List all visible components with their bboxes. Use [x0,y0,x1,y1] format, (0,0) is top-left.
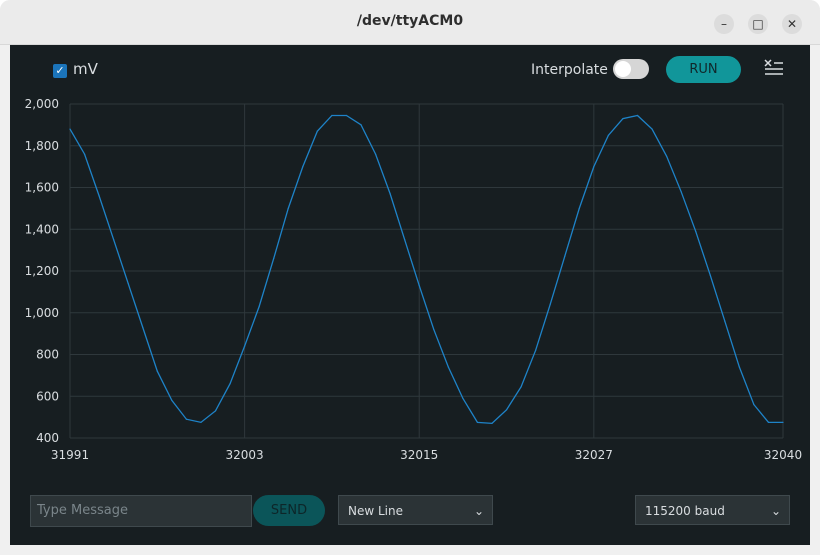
x-tick-label: 31991 [51,448,89,462]
y-tick-label: 1,800 [25,139,59,153]
series-point [404,239,406,241]
series-point [767,421,770,423]
series-point [69,128,71,130]
x-tick-label: 32003 [226,448,264,462]
series-point [127,282,129,285]
series-point [695,230,697,232]
series-point [447,366,449,368]
chevron-down-icon: ⌄ [770,504,781,518]
series-checkbox[interactable]: ✓ [53,64,67,78]
x-tick-label: 32027 [575,448,613,462]
send-button[interactable]: SEND [253,495,325,526]
series-point [171,399,173,402]
series-point [98,195,100,197]
series-point [607,134,609,136]
close-button[interactable]: ✕ [782,14,802,34]
series-point [782,421,784,423]
plotter-panel: ✓ mV Interpolate RUN 2,000 1,800 1,600 1,40… [10,45,810,545]
series-points [69,114,784,424]
message-input[interactable]: Type Message [30,495,252,527]
series-point [200,421,202,423]
series-point [505,409,508,411]
series-point [753,404,755,406]
x-tick-label: 32015 [400,448,438,462]
interpolate-toggle[interactable] [613,59,649,79]
series-point [418,285,420,287]
series-point [273,257,275,260]
clear-lines-icon[interactable] [764,57,784,77]
x-tick-label: 32040 [764,448,802,462]
series-point [564,255,566,257]
series-point [331,114,333,117]
series-point [302,166,304,168]
series-point [491,422,493,424]
series-point [665,155,668,157]
line-chart: 2,0001,8001,6001,4001,2001,000800600400 … [25,97,802,462]
series-point [214,410,217,412]
series-label[interactable]: mV [73,60,98,78]
y-tick-label: 1,600 [25,181,59,195]
line-ending-value: New Line [348,504,403,518]
minimize-button[interactable]: – [714,14,734,34]
chart-grid [69,103,784,439]
series-point [142,326,144,328]
series-point [724,320,726,322]
series-point [738,366,740,368]
series-point [476,421,479,423]
series-point [433,328,435,331]
series-point [622,118,624,120]
interpolate-label: Interpolate [531,62,608,78]
series-point [651,128,653,130]
series-point [244,345,246,347]
series-point [83,153,86,155]
chevron-down-icon: ⌄ [473,504,484,518]
y-tick-label: 1,000 [25,306,59,320]
series-line-mv [69,114,783,425]
y-axis-ticks: 2,000 1,800 1,600 1,400 1,200 1,000 800 600 400 [25,97,59,445]
series-point [185,418,188,420]
series-point [389,193,391,195]
series-point [258,305,260,308]
series-point [287,207,289,209]
series-point [316,130,318,132]
y-tick-label: 400 [36,431,59,445]
series-point [636,114,639,117]
run-button[interactable]: RUN [666,56,741,83]
series-point [156,370,158,372]
series-point [345,114,348,117]
series-point [549,303,551,305]
toggle-knob [615,61,631,77]
series-point [113,239,115,241]
series-point [360,124,362,126]
series-point [520,386,522,388]
series-point [709,274,711,276]
y-tick-label: 1,400 [25,222,59,236]
baud-rate-value: 115200 baud [645,504,725,518]
series-point [229,383,231,385]
series-point [535,349,537,351]
x-axis-ticks: 31991 32003 32015 32027 32040 [51,448,802,462]
line-ending-select[interactable]: New Line ⌄ [338,495,493,525]
title-bar: /dev/ttyACM0 – □ ✕ [0,0,820,45]
y-tick-label: 800 [36,348,59,362]
series-point [593,166,595,168]
series-point [462,397,464,399]
y-tick-label: 2,000 [25,97,59,111]
window-title: /dev/ttyACM0 [356,13,464,29]
maximize-button[interactable]: □ [748,14,768,34]
y-tick-label: 600 [36,389,59,403]
baud-rate-select[interactable]: 115200 baud ⌄ [635,495,790,525]
series-point [374,153,377,155]
series-point [680,191,682,193]
series-point [578,207,580,209]
y-tick-label: 1,200 [25,264,59,278]
